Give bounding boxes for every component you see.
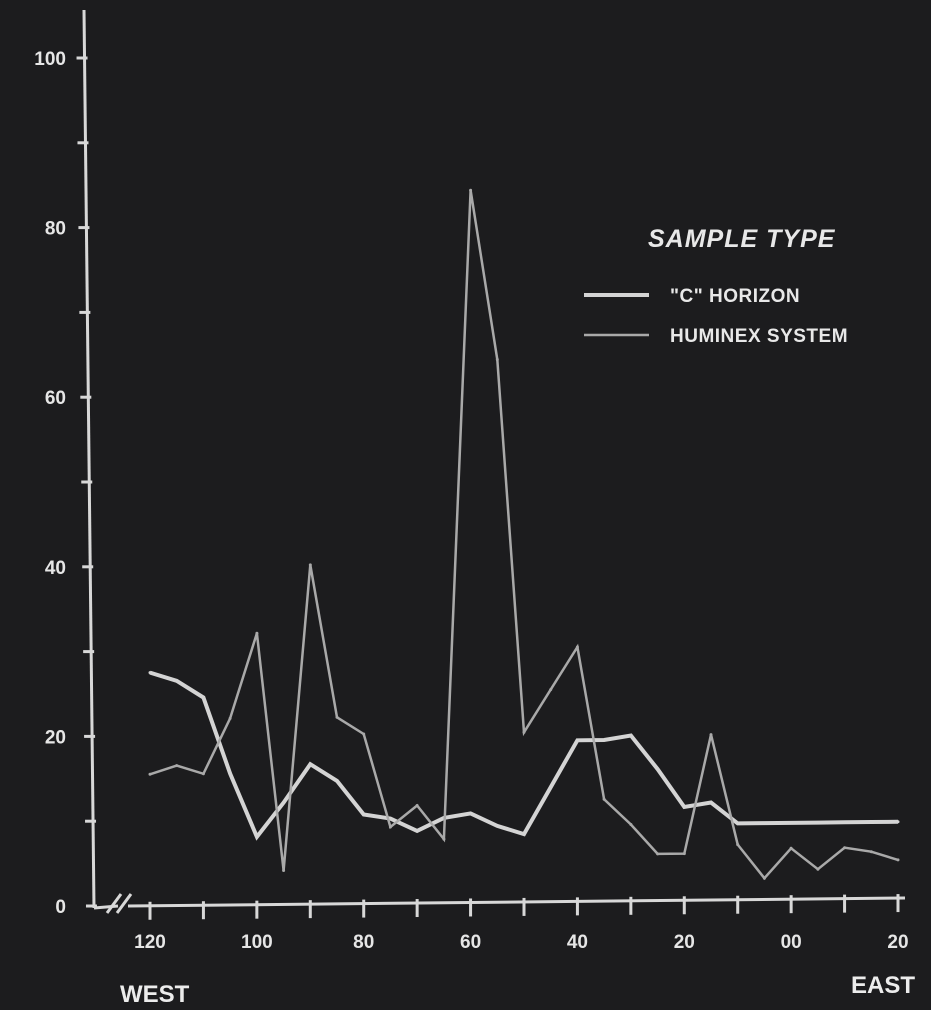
data-point-c-horizon <box>762 821 766 825</box>
data-point-huminex <box>656 852 660 856</box>
y-tick-label: 100 <box>34 49 66 70</box>
axis-break-mark <box>115 893 133 914</box>
data-point-c-horizon <box>415 829 419 833</box>
data-point-huminex <box>469 188 473 192</box>
y-axis <box>82 9 96 909</box>
data-point-huminex <box>843 846 847 850</box>
x-tick-label: 20 <box>674 932 695 953</box>
data-point-huminex <box>255 631 259 635</box>
data-point-huminex <box>362 732 366 736</box>
data-point-c-horizon <box>255 835 259 839</box>
legend-title: SAMPLE TYPE <box>648 225 836 253</box>
data-point-c-horizon <box>175 679 179 683</box>
data-point-huminex <box>736 843 740 847</box>
data-point-huminex <box>682 852 686 856</box>
data-point-huminex <box>762 876 766 880</box>
data-point-c-horizon <box>362 813 366 816</box>
legend-label-c-horizon: "C" HORIZON <box>670 286 800 307</box>
x-tick-label: 100 <box>241 932 273 953</box>
data-point-c-horizon <box>549 785 553 789</box>
y-tick-label: 20 <box>45 727 66 748</box>
data-point-c-horizon <box>495 824 499 828</box>
x-tick-label: 00 <box>781 932 802 953</box>
data-point-huminex <box>495 358 499 361</box>
data-point-huminex <box>602 797 606 801</box>
data-point-c-horizon <box>629 734 633 737</box>
data-point-c-horizon <box>682 805 686 809</box>
data-point-huminex <box>228 716 232 720</box>
axis-break-mark <box>105 893 123 914</box>
data-point-c-horizon <box>736 821 740 825</box>
data-point-huminex <box>282 869 286 872</box>
data-point-huminex <box>442 837 446 841</box>
y-tick-label: 40 <box>45 558 66 579</box>
east-label: EAST <box>851 972 915 999</box>
data-point-c-horizon <box>816 821 820 825</box>
y-tick-label: 80 <box>45 219 66 240</box>
data-point-huminex <box>148 772 152 776</box>
data-point-huminex <box>522 730 526 734</box>
legend: SAMPLE TYPE "C" HORIZON HUMINEX SYSTEM <box>584 225 848 347</box>
data-point-huminex <box>789 846 793 850</box>
y-tick-label: 0 <box>55 897 66 918</box>
series-layer <box>148 188 900 881</box>
data-point-huminex <box>308 563 312 567</box>
x-axis-ticks: 120 100 80 60 40 20 00 20 <box>134 894 909 953</box>
data-point-c-horizon <box>335 779 339 783</box>
data-point-c-horizon <box>843 820 847 824</box>
data-point-huminex <box>575 645 579 649</box>
x-tick-label: 60 <box>460 932 481 953</box>
data-point-c-horizon <box>575 738 579 742</box>
data-point-huminex <box>896 858 900 862</box>
data-point-huminex <box>816 867 820 871</box>
data-point-c-horizon <box>896 820 900 824</box>
data-point-c-horizon <box>388 817 392 820</box>
data-point-c-horizon <box>789 821 793 825</box>
data-point-c-horizon <box>469 811 473 815</box>
x-tick-label: 80 <box>353 932 374 953</box>
data-point-huminex <box>335 715 339 719</box>
data-point-c-horizon <box>148 671 152 675</box>
data-point-huminex <box>869 850 873 854</box>
data-point-c-horizon <box>602 738 606 742</box>
y-tick-label: 60 <box>45 388 66 409</box>
data-point-c-horizon <box>656 767 660 771</box>
y-axis-ticks: 0 20 40 60 80 100 <box>34 49 97 918</box>
data-point-huminex <box>629 823 633 826</box>
west-label: WEST <box>120 981 190 1008</box>
data-point-c-horizon <box>308 762 312 766</box>
data-point-c-horizon <box>709 801 713 804</box>
data-point-c-horizon <box>228 772 232 775</box>
data-point-huminex <box>549 688 553 692</box>
legend-label-huminex: HUMINEX SYSTEM <box>670 326 848 347</box>
data-point-huminex <box>388 825 392 829</box>
data-point-huminex <box>709 733 713 737</box>
data-point-huminex <box>201 772 205 776</box>
x-tick-label: 40 <box>567 932 588 953</box>
data-point-c-horizon <box>522 832 526 836</box>
data-point-c-horizon <box>282 801 286 805</box>
data-point-c-horizon <box>201 696 205 699</box>
data-point-huminex <box>415 804 419 807</box>
x-tick-label: 120 <box>134 932 166 953</box>
x-tick-label: 20 <box>887 932 908 953</box>
data-point-huminex <box>175 764 179 768</box>
data-point-c-horizon <box>869 820 873 824</box>
x-axis <box>93 904 119 910</box>
